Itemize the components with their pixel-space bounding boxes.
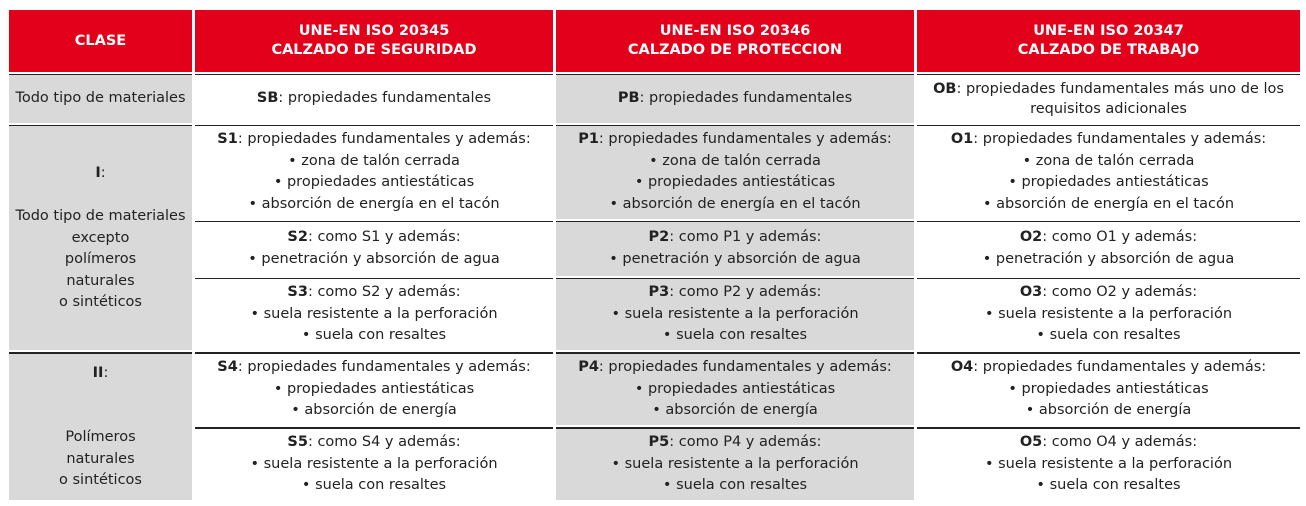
cell-o4: O4: propiedades fundamentales y además: … — [917, 352, 1300, 425]
header-clase: CLASE — [9, 10, 192, 72]
footwear-classification-table: CLASE UNE-EN ISO 20345 CALZADO DE SEGURID… — [6, 8, 1303, 502]
header-iso-20346: UNE-EN ISO 20346 CALZADO DE PROTECCION — [556, 10, 914, 72]
label-all-materials: Todo tipo de materiales — [9, 74, 192, 124]
cell-p1: P1: propiedades fundamentales y además: … — [556, 125, 914, 219]
cell-o2: O2: como O1 y además: • penetración y ab… — [917, 220, 1300, 276]
cell-s2: S2: como S1 y además: • penetración y ab… — [195, 220, 553, 276]
header-iso-20347: UNE-EN ISO 20347 CALZADO DE TRABAJO — [917, 10, 1300, 72]
cell-p3: P3: como P2 y además: • suela resistente… — [556, 277, 914, 351]
row-s2: S2: como S1 y además: • penetración y ab… — [9, 220, 1300, 276]
row-s5: S5: como S4 y además: • suela resistente… — [9, 426, 1300, 500]
row-s3: S3: como S2 y además: • suela resistente… — [9, 277, 1300, 351]
cell-o3: O3: como O2 y además: • suela resistente… — [917, 277, 1300, 351]
header-iso-20345: UNE-EN ISO 20345 CALZADO DE SEGURIDAD — [195, 10, 553, 72]
cell-o5: O5: como O4 y además: • suela resistente… — [917, 426, 1300, 500]
cell-s3: S3: como S2 y además: • suela resistente… — [195, 277, 553, 351]
row-s1: I: Todo tipo de materiales excepto polím… — [9, 125, 1300, 351]
cell-s1: S1: propiedades fundamentales y además: … — [195, 125, 553, 219]
class-i-label: I: Todo tipo de materiales excepto polím… — [9, 125, 192, 351]
cell-s5: S5: como S4 y además: • suela resistente… — [195, 426, 553, 500]
cell-sb: SB: propiedades fundamentales — [195, 74, 553, 124]
row-s4: II: Polímeros naturales o sintéticos S4:… — [9, 352, 1300, 500]
cell-p4: P4: propiedades fundamentales y además: … — [556, 352, 914, 425]
cell-pb: PB: propiedades fundamentales — [556, 74, 914, 124]
cell-p2: P2: como P1 y además: • penetración y ab… — [556, 220, 914, 276]
header-row: CLASE UNE-EN ISO 20345 CALZADO DE SEGURID… — [9, 10, 1300, 72]
class-ii-label: II: Polímeros naturales o sintéticos — [9, 352, 192, 500]
cell-p5: P5: como P4 y además: • suela resistente… — [556, 426, 914, 500]
cell-ob: OB: propiedades fundamentales más uno de… — [917, 74, 1300, 124]
cell-o1: O1: propiedades fundamentales y además: … — [917, 125, 1300, 219]
row-all-materials: Todo tipo de materiales SB: propiedades … — [9, 74, 1300, 124]
cell-s4: S4: propiedades fundamentales y además: … — [195, 352, 553, 425]
